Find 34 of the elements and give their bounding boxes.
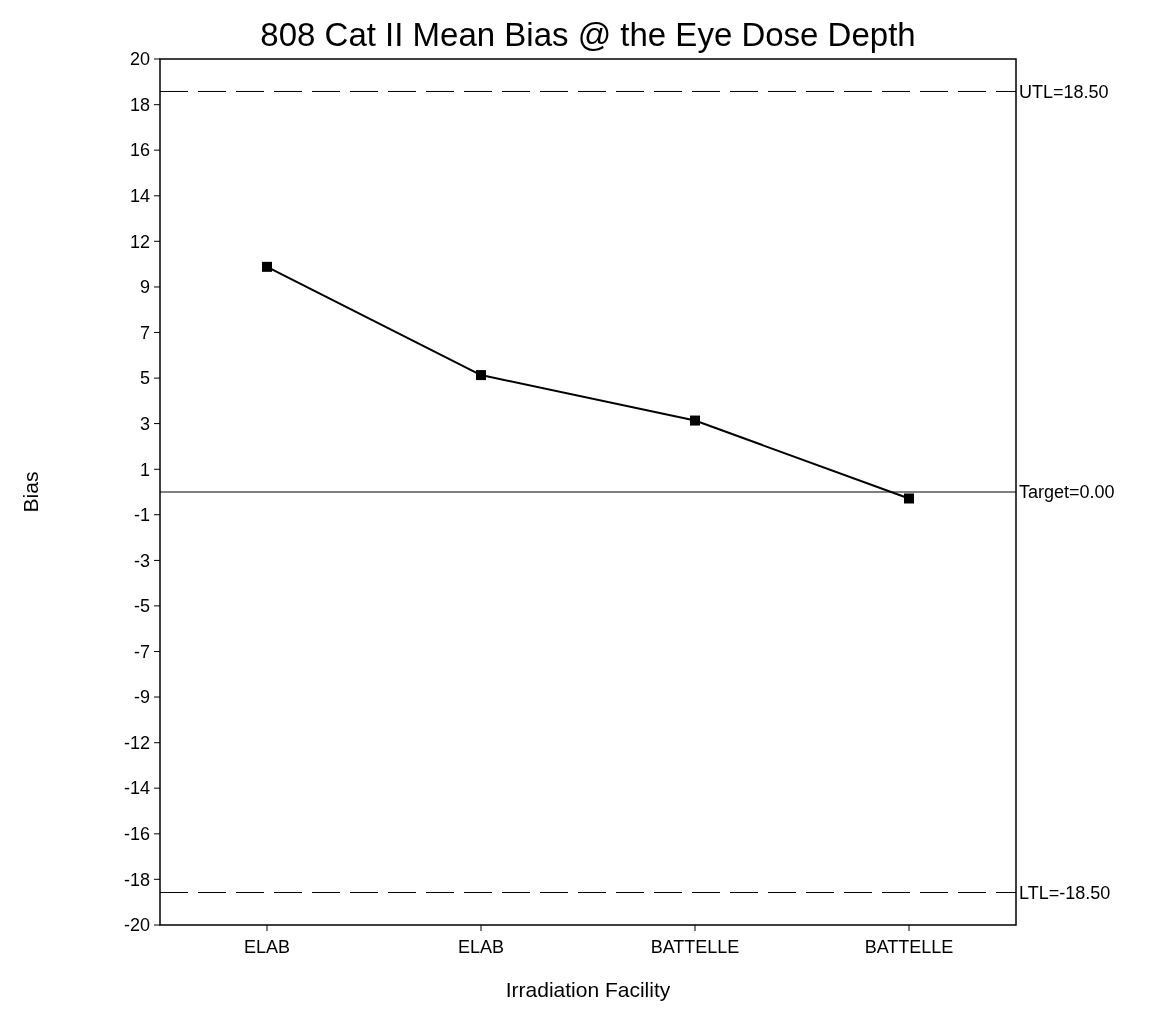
y-tick-label: 16 <box>129 140 150 161</box>
y-tick-label: -7 <box>133 641 150 662</box>
y-tick-label: -1 <box>133 505 150 526</box>
y-tick-label: 7 <box>139 322 150 343</box>
y-tick-label: 9 <box>139 277 150 298</box>
y-tick-label: 5 <box>139 368 150 389</box>
y-tick-label: -3 <box>133 550 150 571</box>
y-tick-label: -20 <box>123 915 150 936</box>
y-tick-label: 18 <box>129 94 150 115</box>
y-tick-label: -14 <box>123 778 150 799</box>
chart-title: 808 Cat II Mean Bias @ the Eye Dose Depth <box>260 16 916 53</box>
ref-line-label: Target=0.00 <box>1019 482 1115 503</box>
y-tick-label: -12 <box>123 733 150 754</box>
ref-line-label: UTL=18.50 <box>1019 81 1109 102</box>
x-axis-title: Irradiation Facility <box>505 978 671 1001</box>
y-tick-label: -18 <box>123 869 150 890</box>
y-tick-label: 20 <box>129 49 150 70</box>
point <box>690 415 700 426</box>
x-tick-label: BATTELLE <box>864 937 954 957</box>
y-tick-label: -16 <box>123 824 150 845</box>
point <box>262 261 272 272</box>
ref-line-label: LTL=-18.50 <box>1019 882 1111 903</box>
y-tick-label: 14 <box>129 186 150 207</box>
y-axis-title: Bias <box>19 471 42 513</box>
point <box>476 370 486 381</box>
y-tick-label: -9 <box>133 687 150 708</box>
y-tick-label: 1 <box>139 459 150 480</box>
x-tick-label: BATTELLE <box>650 937 740 957</box>
x-tick-label: ELAB <box>457 937 505 957</box>
y-tick-label: -5 <box>133 596 150 617</box>
x-tick-label: ELAB <box>243 937 291 957</box>
point <box>904 493 914 504</box>
y-tick-label: 12 <box>129 231 150 252</box>
y-tick-label: 3 <box>139 413 150 434</box>
